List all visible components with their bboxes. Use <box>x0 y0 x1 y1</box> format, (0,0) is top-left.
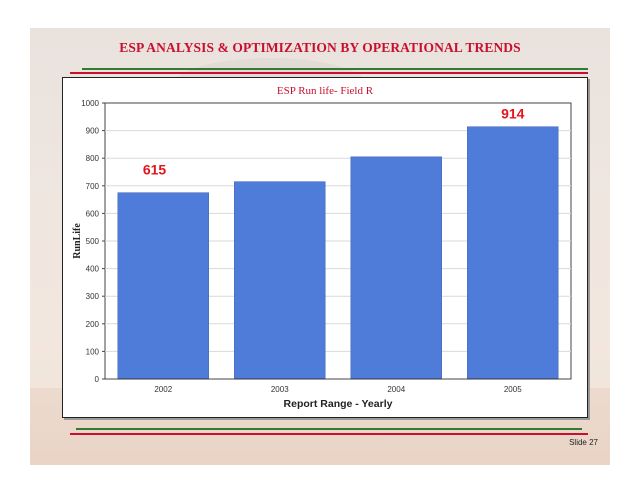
bar-chart: ESP Run life- Field R 0 100 200 300 400 500 600… <box>72 85 572 410</box>
top-rule-green <box>82 68 588 70</box>
slide: ESP ANALYSIS & OPTIMIZATION BY OPERATION… <box>30 28 610 465</box>
slide-title: ESP ANALYSIS & OPTIMIZATION BY OPERATION… <box>119 40 521 55</box>
top-rule-red <box>70 72 588 74</box>
chart-title: ESP Run life- Field R <box>277 85 374 97</box>
x-tick-label: 2003 <box>271 385 289 394</box>
bottom-rule-red <box>70 433 588 435</box>
bottom-rule-green <box>76 428 582 430</box>
bar-2002 <box>117 192 209 380</box>
bar-2003 <box>234 181 326 380</box>
data-label-2002: 615 <box>143 162 167 178</box>
x-axis-label: Report Range - Yearly <box>284 398 393 410</box>
bar-2005 <box>467 126 559 380</box>
y-tick-label: 1000 <box>81 99 99 108</box>
bar-2004 <box>350 156 442 380</box>
y-tick-label: 600 <box>86 209 100 218</box>
y-tick-label: 900 <box>86 127 100 136</box>
chart-frame: ESP Run life- Field R 0 100 200 300 400 500 600… <box>62 77 588 418</box>
slide-number: Slide 27 <box>569 438 598 447</box>
y-tick-label: 100 <box>86 347 100 356</box>
y-tick-label: 400 <box>86 265 100 274</box>
data-label-2005: 914 <box>501 106 525 122</box>
x-tick-label: 2004 <box>387 385 405 394</box>
y-axis-label: RunLife <box>72 223 83 259</box>
y-tick-label: 500 <box>86 237 100 246</box>
y-tick-label: 0 <box>95 375 100 384</box>
y-tick-label: 800 <box>86 154 100 163</box>
y-tick-label: 700 <box>86 182 100 191</box>
x-tick-label: 2002 <box>154 385 172 394</box>
x-tick-label: 2005 <box>504 385 522 394</box>
y-tick-label: 200 <box>86 320 100 329</box>
y-tick-label: 300 <box>86 292 100 301</box>
